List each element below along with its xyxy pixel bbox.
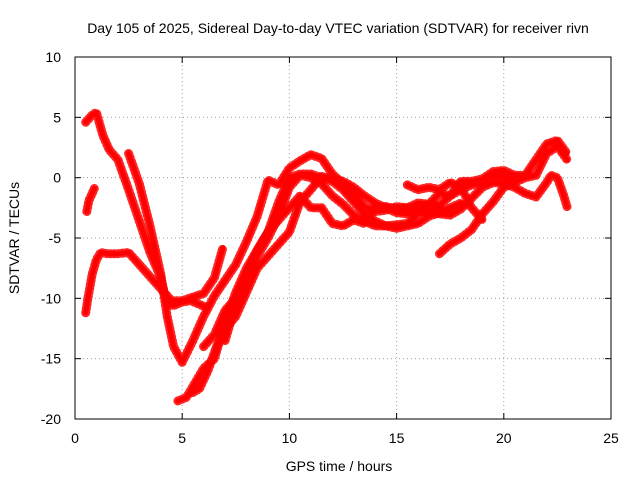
series-markers-arc-i (402, 178, 487, 225)
series-markers-arc-a (81, 243, 228, 318)
y-tick-label: 10 (45, 49, 61, 65)
y-tick-label: -5 (49, 230, 62, 246)
series-layer (81, 108, 572, 406)
series-markers-arc-f (188, 135, 572, 397)
chart-title: Day 105 of 2025, Sidereal Day-to-day VTE… (87, 20, 589, 36)
series-markers-arc-h (220, 170, 519, 346)
y-tick-label: 0 (53, 170, 61, 186)
y-tick-label: -20 (41, 411, 61, 427)
series-markers-arc-c (81, 108, 213, 313)
x-tick-label: 15 (389, 430, 405, 446)
x-tick-label: 20 (496, 430, 512, 446)
x-axis-label: GPS time / hours (286, 458, 393, 474)
y-axis-label: SDTVAR / TECUs (6, 182, 22, 294)
y-tick-label: 5 (53, 109, 61, 125)
y-tick-label: -15 (41, 351, 61, 367)
x-tick-label: 5 (178, 430, 186, 446)
axis-ticks: 0 5 10 15 20 25 -20 -15 -10 -5 0 5 10 (41, 49, 619, 446)
x-tick-label: 25 (603, 430, 619, 446)
x-tick-label: 10 (282, 430, 298, 446)
x-tick-label: 0 (71, 430, 79, 446)
series-markers-arc-j (435, 141, 572, 259)
series-markers-arc-b (82, 184, 99, 216)
y-tick-label: -10 (41, 290, 61, 306)
